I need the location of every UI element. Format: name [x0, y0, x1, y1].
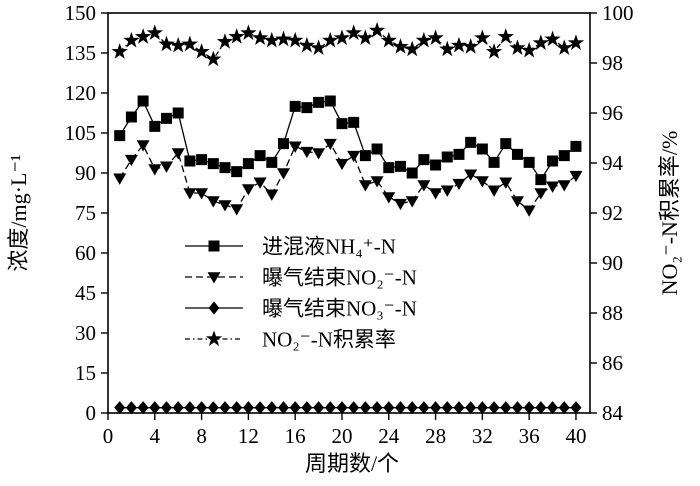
x-axis-tick-label: 40: [565, 424, 586, 448]
y-left-axis-tick-label: 90: [75, 161, 96, 185]
y-right-axis-tick-label: 96: [602, 101, 623, 125]
legend-diamond-marker-icon: [208, 301, 220, 315]
x-axis-tick-label: 36: [519, 424, 540, 448]
y-left-axis-tick-label: 60: [75, 241, 96, 265]
legend-item-no2-end: 曝气结束NO₂⁻-N: [185, 266, 417, 290]
x-axis-tick-label: 32: [472, 424, 493, 448]
legend-label: 曝气结束NO₃⁻-N: [262, 297, 417, 321]
x-axis-tick-label: 12: [238, 424, 259, 448]
y-left-axis-tick-label: 15: [75, 361, 96, 385]
x-axis-tick-label: 20: [331, 424, 352, 448]
y-right-axis-title: NO₂⁻-N积累率/%: [657, 131, 682, 296]
legend-item-no3-end: 曝气结束NO₃⁻-N: [185, 297, 417, 321]
y-left-axis-tick-label: 150: [65, 1, 97, 25]
y-left-axis-tick-label: 120: [65, 81, 97, 105]
y-right-axis-tick-label: 84: [602, 401, 624, 425]
legend: 进混液NH₄⁺-N 曝气结束NO₂⁻-N 曝气结束NO₃⁻-N NO₂⁻-N积累率: [185, 235, 417, 352]
y-right-axis-tick-label: 92: [602, 201, 623, 225]
x-axis-tick-label: 0: [103, 424, 114, 448]
legend-square-marker-icon: [208, 240, 220, 252]
x-axis: 0 4 8 12 16 20 24 28 32 36 40: [103, 413, 586, 448]
series-no2-rate-markers-star: [111, 21, 585, 67]
series-no3-end: [114, 401, 582, 415]
x-axis-title: 周期数/个: [305, 451, 399, 476]
x-axis-tick-label: 24: [378, 424, 400, 448]
y-right-axis-tick-label: 88: [602, 301, 623, 325]
legend-item-nh4-in: 进混液NH₄⁺-N: [185, 235, 396, 259]
y-right-axis-tick-label: 90: [602, 251, 623, 275]
y-left-axis-tick-label: 135: [65, 41, 97, 65]
y-left-axis-title: 浓度/mg·L⁻¹: [6, 154, 31, 271]
legend-triangle-down-marker-icon: [207, 272, 221, 284]
y-left-axis-tick-label: 45: [75, 281, 96, 305]
series-nh4-in: [114, 95, 582, 186]
x-axis-tick-label: 4: [150, 424, 161, 448]
y-right-axis: 84 86 88 90 92 94 96 98 100: [590, 1, 634, 425]
legend-label: NO₂⁻-N积累率: [262, 328, 396, 352]
y-left-axis-tick-label: 30: [75, 321, 96, 345]
y-left-axis-tick-label: 0: [86, 401, 97, 425]
series-no2-rate: [111, 21, 585, 67]
y-left-axis: 0 15 30 45 60 75 90 105 120 135 150: [65, 1, 108, 425]
y-right-axis-tick-label: 86: [602, 351, 623, 375]
y-right-axis-tick-label: 94: [602, 151, 624, 175]
legend-label: 曝气结束NO₂⁻-N: [262, 266, 417, 290]
legend-item-no2-rate: NO₂⁻-N积累率: [185, 328, 396, 352]
plot-frame: [107, 12, 591, 414]
legend-label: 进混液NH₄⁺-N: [262, 235, 396, 259]
y-right-axis-tick-label: 98: [602, 51, 623, 75]
y-left-axis-tick-label: 105: [65, 121, 97, 145]
x-axis-tick-label: 8: [196, 424, 207, 448]
y-right-axis-tick-label: 100: [602, 1, 634, 25]
y-left-axis-tick-label: 75: [75, 201, 96, 225]
x-axis-tick-label: 28: [425, 424, 446, 448]
x-axis-tick-label: 16: [285, 424, 306, 448]
legend-star-marker-icon: [205, 330, 223, 346]
series-nh4-in-line: [119, 99, 577, 181]
series-no2-end: [113, 138, 583, 217]
